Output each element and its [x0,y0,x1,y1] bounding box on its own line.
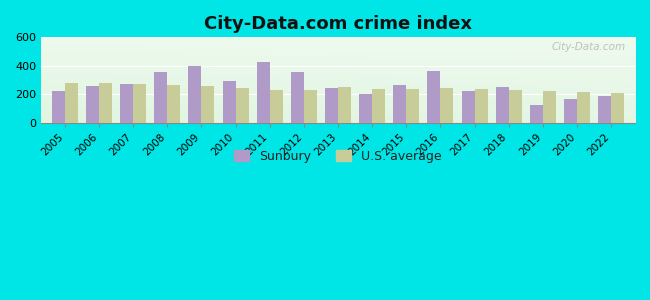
Bar [611,92,624,123]
Bar [406,88,419,123]
Legend: Sunbury, U.S. average: Sunbury, U.S. average [229,145,447,168]
Bar [441,88,454,123]
Bar [462,92,474,123]
Bar [270,89,283,123]
Bar [325,88,338,123]
Bar [65,83,78,123]
Bar [474,89,488,123]
Text: City-Data.com: City-Data.com [552,43,626,52]
Bar [133,84,146,123]
Bar [222,81,235,123]
Bar [291,72,304,123]
Bar [99,83,112,123]
Bar [304,89,317,123]
Bar [257,62,270,123]
Bar [372,89,385,123]
Bar [530,105,543,123]
Bar [235,88,248,123]
Bar [338,87,351,123]
Bar [154,72,167,123]
Bar [509,90,522,123]
Bar [564,99,577,123]
Bar [393,85,406,123]
Title: City-Data.com crime index: City-Data.com crime index [204,15,472,33]
Bar [496,87,509,123]
Bar [543,92,556,123]
Bar [359,94,372,123]
Bar [167,85,180,123]
Bar [188,66,202,123]
Bar [52,92,65,123]
Bar [428,71,441,123]
Bar [86,86,99,123]
Bar [120,84,133,123]
Bar [577,92,590,123]
Bar [202,86,214,123]
Bar [598,96,611,123]
